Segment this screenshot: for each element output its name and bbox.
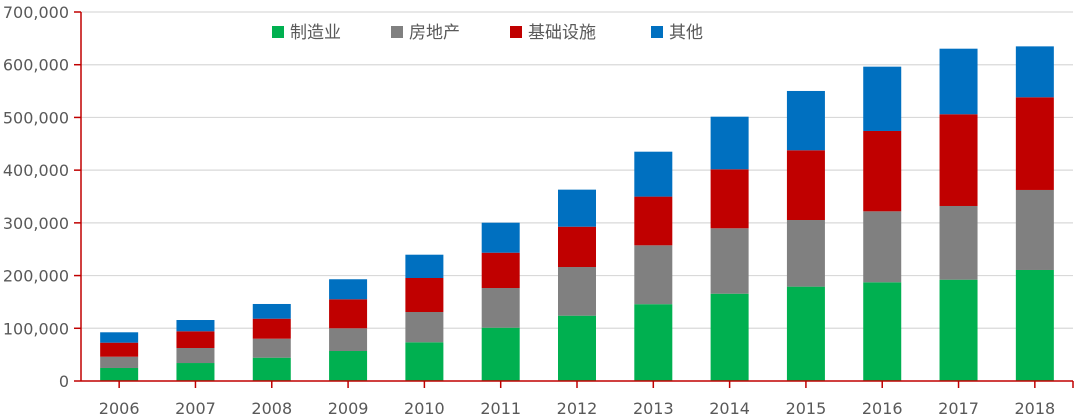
x-tick-label: 2010 [404,399,445,418]
x-tick-label: 2018 [1014,399,1055,418]
bar-segment [176,363,215,381]
bar-segment [100,367,139,381]
bar-segment [405,342,444,381]
bar-segment [558,315,596,381]
bar-segment [329,279,368,300]
bar-segment [939,205,978,280]
bar-segment [786,90,825,151]
bar-segment [710,293,749,381]
x-tick-label: 2007 [175,399,216,418]
bar-segment [1015,46,1054,98]
bar-segment [405,311,444,343]
x-tick-label: 2006 [99,399,140,418]
bar-segment [634,245,673,305]
bar-segment [939,48,978,115]
bar-segment [100,342,139,357]
x-tick-label: 2014 [709,399,750,418]
bar-segment [939,279,978,381]
bar-segment [176,331,215,349]
bar-segment [786,286,825,381]
bar-segment [329,328,368,352]
bar-segment [329,351,368,381]
bar-segment [252,303,291,319]
bar-segment [634,304,673,381]
bar-segment [634,151,673,197]
x-tick-label: 2011 [480,399,521,418]
bars [100,46,1054,381]
bar-segment [405,277,444,312]
bar-segment [481,327,520,381]
y-tick-label: 200,000 [3,267,69,286]
x-tick-label: 2017 [938,399,979,418]
legend-label: 制造业 [290,23,341,43]
bar-segment [100,356,139,368]
x-tick-label: 2016 [862,399,903,418]
x-tick-label: 2008 [251,399,292,418]
x-axis-tick-labels: 2006 2007 2008 2009 2010 2011 2012 2013 2014 2015… [99,399,1055,418]
legend-label: 其他 [669,23,703,43]
bar-segment [558,189,596,227]
bar-segment [786,220,825,287]
bar-segment [252,357,291,381]
bar-segment [481,222,520,253]
x-tick-label: 2013 [633,399,674,418]
bar-segment [863,211,902,283]
bar-segment [405,254,444,278]
bar-segment [863,130,902,212]
bar-segment [176,348,215,364]
y-tick-label: 700,000 [3,3,69,22]
bar-segment [863,282,902,381]
bar-segment [1015,97,1054,190]
bar-segment [558,267,596,316]
bar-segment [252,318,291,339]
y-tick-label: 0 [59,372,69,391]
legend-swatch [391,26,403,38]
bar-segment [710,116,749,170]
bar-segment [710,169,749,229]
bar-segment [786,150,825,221]
bar-segment [1015,189,1054,270]
bar-segment [863,66,902,131]
legend: 制造业 房地产 基础设施 其他 [272,23,703,43]
bar-segment [329,299,368,329]
bar-segment [558,226,596,268]
legend-swatch [651,26,663,38]
legend-label: 基础设施 [528,23,596,43]
x-tick-label: 2015 [786,399,827,418]
y-tick-label: 400,000 [3,161,69,180]
bar-segment [176,320,215,332]
bar-segment [481,288,520,328]
y-tick-label: 600,000 [3,56,69,75]
legend-swatch [510,26,522,38]
y-tick-label: 300,000 [3,214,69,233]
bar-segment [100,332,139,343]
legend-label: 房地产 [409,23,460,43]
bar-segment [252,338,291,358]
bar-segment [939,114,978,206]
axes [74,11,1074,388]
bar-segment [710,228,749,294]
x-tick-label: 2009 [328,399,369,418]
bar-segment [481,252,520,289]
x-tick-label: 2012 [557,399,598,418]
y-tick-label: 500,000 [3,108,69,127]
y-axis-tick-labels: 0 100,000 200,000 300,000 400,000 500,000 600,… [3,3,69,391]
legend-swatch [272,26,284,38]
bar-segment [634,196,673,246]
bar-segment [1015,269,1054,381]
y-tick-label: 100,000 [3,319,69,338]
